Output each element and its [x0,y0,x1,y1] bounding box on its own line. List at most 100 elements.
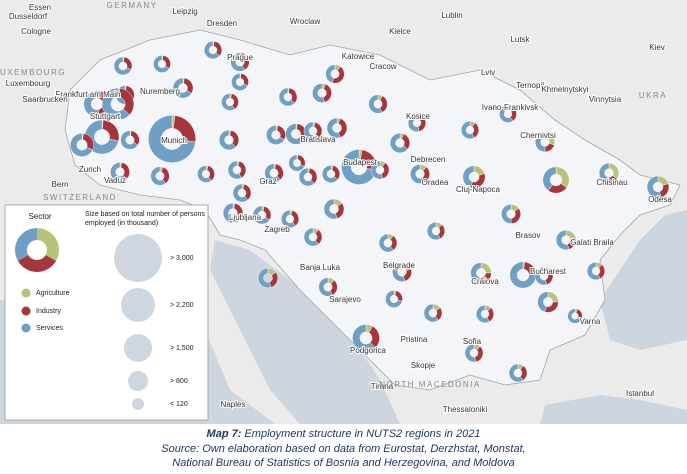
donut-segment [352,324,376,352]
donut-segment [470,262,482,284]
place-label: Nuremberg [140,87,180,96]
legend-donut [15,228,37,261]
donut-segment [231,73,249,91]
legend-size-circle [114,234,162,282]
donut-segment [221,93,235,111]
legend-box [4,204,209,421]
place-label: Wroclaw [290,17,321,26]
donut-segment [385,290,403,308]
donut-segment [499,105,514,123]
legend-sector: Services [36,325,63,332]
place-label: Sarajevo [329,295,361,304]
caption-title: Employment structure in NUTS2 regions in… [244,428,481,440]
place-label: Zagreb [264,225,290,234]
caption-label: Map 7: [206,428,242,440]
place-label: Cologne [21,27,51,36]
place-label: Galati Braila [570,238,614,247]
place-label: Oradea [422,178,449,187]
place-label: Prague [227,53,253,62]
place-label: Belgrade [383,261,416,270]
place-label: Ternopil [516,81,544,90]
place-label: Bratislava [300,135,336,144]
donut-segment [230,52,246,72]
place-label: Dusseldorf [9,12,48,21]
legend-swatch [21,323,31,333]
legend-donut [37,228,59,261]
place-label: Ivano-Frankivsk [482,103,539,112]
place-label: Naples [221,400,246,409]
donut-segment [323,198,338,220]
donut-segment [341,149,377,185]
caption: Map 7: Employment structure in NUTS2 reg… [0,427,687,471]
legend-donut [17,255,57,272]
donut-segment [410,164,425,184]
place-label: Kielce [389,27,411,36]
donut-segment [232,183,249,203]
place-label: Podgorica [350,346,387,355]
legend-size-circle [128,371,148,391]
legend-size-circle [124,334,152,362]
donut-segment [172,77,192,99]
place-label: Budapest [343,158,378,167]
country-label: LUXEMBOURG [0,68,66,77]
donut-segment [598,162,610,184]
donut-segment [370,160,384,180]
place-label: Cracow [369,62,396,71]
legend-size-title-text: Size based on total number of persons em… [85,211,205,227]
donut-segment [408,113,420,132]
legend-sector: Agriculture [36,290,70,297]
donut-segment [322,164,339,183]
donut-segment [197,165,212,183]
place-label: Lublin [441,11,462,20]
donut-segment [222,202,242,224]
place-label: Vaduz [104,176,126,185]
donut-segment [258,267,272,289]
place-label: Ljubljana [229,213,262,222]
donut-segment [464,343,476,363]
place-label: Sofia [463,337,482,346]
legend-swatch [21,288,31,298]
place-label: Varna [580,317,601,326]
donut-segment [120,130,139,150]
place-label: Khmelnytskyi [541,85,588,94]
place-label: Chisinau [596,178,627,187]
donut-segment [556,229,570,251]
place-label: Frankfurt am Main [56,90,121,99]
place-label: Luxembourg [6,79,50,88]
place-label: Leipzig [172,7,197,16]
donut-segment [378,233,394,253]
place-label: Lutsk [510,35,530,44]
place-label: Vinnytsia [589,95,622,104]
donut-segment [476,304,490,323]
sea [540,395,687,424]
sea [210,240,400,424]
donut-segment [252,205,270,225]
donut-segment [288,154,305,172]
donut-segment [227,160,242,180]
donut-segment [461,120,475,139]
place-label: Saarbrucken [22,95,67,104]
caption-title-line: Map 7: Employment structure in NUTS2 reg… [0,427,687,442]
legend-size-circle [121,288,155,322]
donut-segment [303,121,319,141]
legend-size: > 2,200 [170,302,194,309]
donut-segment [83,90,100,118]
place-label: Skopje [411,361,436,370]
donut-segment [392,262,406,282]
donut-segment [534,266,548,286]
legend-size: > 1,500 [170,345,194,352]
donut-segment [318,277,333,297]
place-label: Brasov [516,231,541,240]
legend-size-circle [132,398,144,410]
legend-size-title: Size based on total number of persons em… [85,211,205,227]
place-label: Essen [29,3,51,12]
place-label: Bucharest [530,267,567,276]
donut-segment [368,94,383,114]
country-label: NORTH MACEDONIA [379,380,480,389]
donut-segment [326,117,341,139]
place-label: Dresden [207,19,237,28]
donut-segment [153,55,170,73]
study-area [64,29,681,391]
